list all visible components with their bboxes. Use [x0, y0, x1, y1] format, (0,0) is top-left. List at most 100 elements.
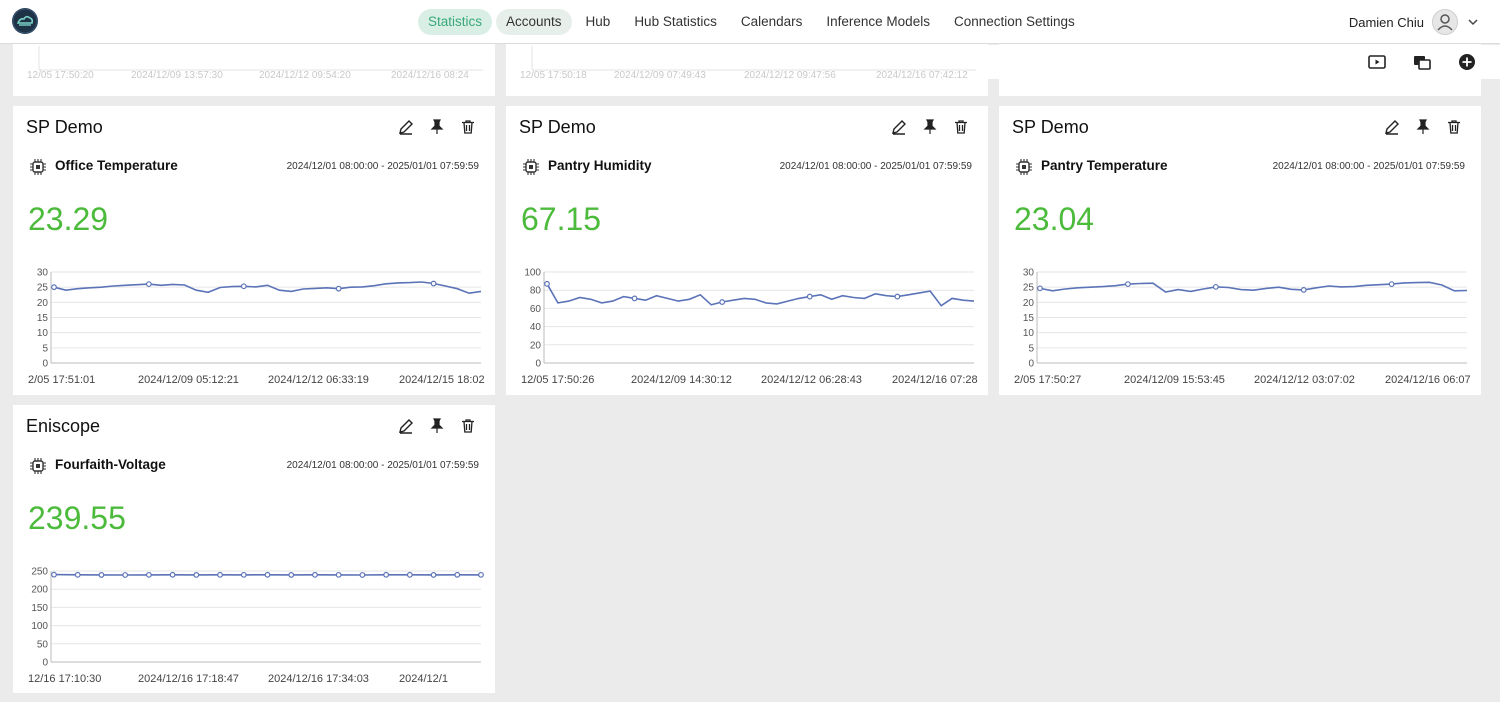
nav-hub[interactable]: Hub — [585, 14, 611, 29]
nav-accounts[interactable]: Accounts — [496, 9, 572, 35]
x-tick-label: 2024/12/16 17:18:47 — [138, 673, 239, 685]
partial-card-1: 12/05 17:50:20 2024/12/09 13:57:30 2024/… — [13, 44, 495, 96]
date-range: 2024/12/01 08:00:00 - 2025/01/01 07:59:5… — [779, 161, 972, 172]
y-tick-label: 5 — [42, 343, 48, 354]
edit-icon[interactable] — [890, 118, 908, 136]
nav-connection-settings[interactable]: Connection Settings — [953, 14, 1075, 29]
y-tick-label: 20 — [530, 340, 542, 351]
chip-icon — [30, 458, 46, 474]
series-line — [53, 281, 482, 295]
y-tick-label: 50 — [37, 639, 49, 650]
y-tick-label: 15 — [1023, 313, 1035, 324]
windows-icon[interactable] — [1412, 52, 1432, 72]
avatar[interactable] — [1432, 9, 1458, 35]
data-point — [478, 571, 484, 578]
top-nav-bar: Statistics Accounts Hub Hub Statistics C… — [0, 0, 1500, 44]
sensor-row: Office Temperature 2024/12/01 08:00:00 -… — [27, 157, 481, 177]
data-point — [894, 293, 901, 300]
y-tick-label: 30 — [37, 268, 49, 279]
y-tick-label: 250 — [31, 567, 48, 578]
x-tick-label: 2024/12/16 06:07:5 — [1385, 374, 1471, 386]
card-title: SP Demo — [519, 117, 596, 137]
x-tick-label: 2024/12/16 17:34:03 — [268, 673, 369, 685]
data-point — [51, 284, 57, 291]
edit-icon[interactable] — [1383, 118, 1401, 136]
nav-calendars[interactable]: Calendars — [740, 14, 803, 29]
x-tick-label: 2024/12/09 15:53:45 — [1124, 374, 1225, 386]
date-range: 2024/12/01 08:00:00 - 2025/01/01 07:59:5… — [286, 161, 479, 172]
current-value: 67.15 — [521, 201, 602, 237]
pin-icon[interactable] — [428, 417, 446, 435]
y-tick-label: 0 — [535, 359, 541, 370]
data-point — [335, 285, 342, 292]
x-tick-label: 2024/12/12 06:28:43 — [761, 374, 862, 386]
partial-x-tick: 12/05 17:50:20 — [27, 70, 94, 81]
y-tick-label: 30 — [1023, 268, 1035, 279]
y-tick-label: 100 — [524, 268, 541, 279]
sensor-name: Pantry Humidity — [548, 158, 652, 173]
data-point — [383, 571, 390, 578]
date-range: 2024/12/01 08:00:00 - 2025/01/01 07:59:5… — [1272, 161, 1465, 172]
data-point — [454, 571, 461, 578]
x-tick-label: 12/16 17:10:30 — [28, 673, 101, 685]
card-actions — [890, 118, 970, 136]
y-tick-label: 0 — [1028, 359, 1034, 370]
pin-icon[interactable] — [1414, 118, 1432, 136]
sensor-card: Eniscope Fourfaith-Voltage 2024/12/01 08… — [13, 405, 495, 693]
line-chart: 100 80 60 40 20 0 12/05 17:50:26 2024/12/09 14:… — [521, 268, 978, 387]
y-tick-label: 25 — [37, 283, 49, 294]
nav-inference-models[interactable]: Inference Models — [826, 14, 930, 29]
edit-icon[interactable] — [397, 118, 415, 136]
data-point — [430, 280, 437, 287]
sensor-name: Office Temperature — [55, 158, 178, 173]
line-chart: 30 25 20 15 10 5 0 2/05 17:50:27 2024/12/09 15:5… — [1014, 268, 1471, 387]
y-tick-label: 0 — [42, 359, 48, 370]
nav-statistics[interactable]: Statistics — [418, 9, 493, 35]
chevron-down-icon[interactable] — [1466, 15, 1480, 29]
app-logo[interactable] — [12, 8, 38, 34]
trash-icon[interactable] — [459, 417, 477, 435]
main-nav: Statistics Accounts Hub Hub Statistics C… — [418, 9, 1085, 35]
data-point — [312, 571, 318, 578]
sensor-card: SP Demo Office Temperature 2024/12/01 08… — [13, 106, 495, 395]
x-tick-label: 2024/12/15 18:02:0 — [399, 374, 485, 386]
data-point — [98, 572, 105, 578]
data-point — [1388, 281, 1395, 288]
y-tick-label: 60 — [530, 304, 542, 315]
x-tick-label: 2024/12/09 14:30:12 — [631, 374, 732, 386]
partial-x-tick: 2024/12/12 09:47:56 — [744, 70, 836, 81]
x-tick-label: 2024/12/1 — [399, 673, 448, 685]
card-actions — [397, 118, 477, 136]
y-tick-label: 10 — [1023, 328, 1035, 339]
nav-hub-statistics[interactable]: Hub Statistics — [634, 14, 717, 29]
trash-icon[interactable] — [1445, 118, 1463, 136]
sensor-row: Pantry Temperature 2024/12/01 08:00:00 -… — [1013, 157, 1467, 177]
card-actions — [397, 417, 477, 435]
date-range: 2024/12/01 08:00:00 - 2025/01/01 07:59:5… — [286, 460, 479, 471]
data-point — [169, 571, 176, 578]
data-point — [240, 283, 247, 290]
edit-icon[interactable] — [397, 417, 415, 435]
data-point — [288, 572, 295, 578]
chip-icon — [523, 159, 539, 175]
pin-icon[interactable] — [921, 118, 939, 136]
trash-icon[interactable] — [952, 118, 970, 136]
line-chart: 30 25 20 15 10 5 0 2/05 17:51:01 2024/12/09 05:1… — [28, 268, 485, 387]
user-name: Damien Chiu — [1348, 14, 1424, 30]
card-actions — [1383, 118, 1463, 136]
data-point — [51, 571, 57, 578]
y-tick-label: 40 — [530, 322, 542, 333]
x-tick-label: 12/05 17:50:26 — [521, 374, 594, 386]
dashboard-toolbar — [988, 45, 1500, 79]
y-tick-label: 15 — [37, 313, 49, 324]
pin-icon[interactable] — [428, 118, 446, 136]
y-tick-label: 25 — [1023, 283, 1035, 294]
series-line — [1039, 281, 1468, 293]
user-menu[interactable]: Damien Chiu — [1349, 8, 1480, 36]
play-screen-icon[interactable] — [1367, 52, 1387, 72]
trash-icon[interactable] — [459, 118, 477, 136]
data-point — [193, 571, 200, 578]
card-title: Eniscope — [26, 416, 101, 436]
user-icon — [1437, 14, 1453, 31]
add-circle-icon[interactable] — [1457, 52, 1477, 72]
